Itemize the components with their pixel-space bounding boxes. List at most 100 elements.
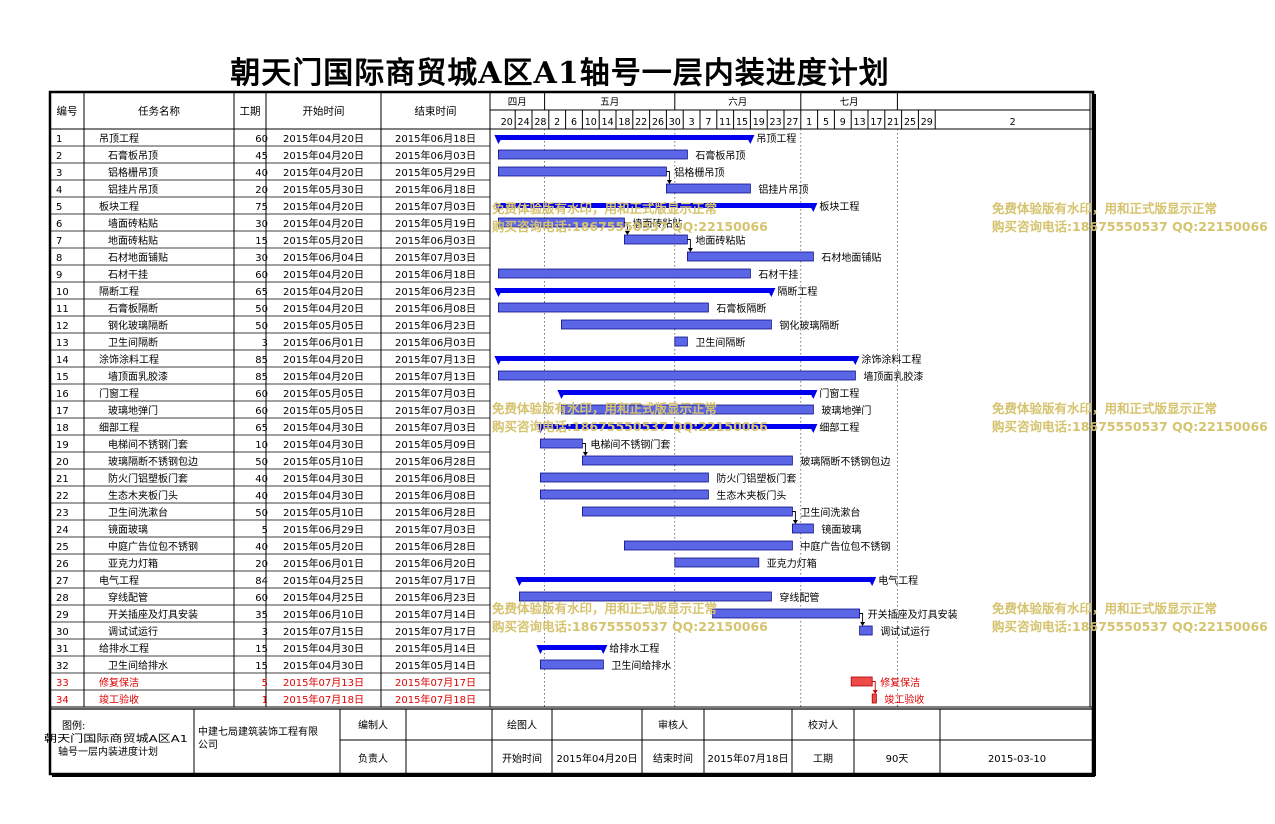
- watermark-text: 免费体验版有水印，用和正式版显示正常: [492, 201, 717, 216]
- task-end: 2015年06月03日: [395, 336, 476, 349]
- task-id: 25: [56, 542, 69, 553]
- task-id: 22: [56, 491, 69, 502]
- end-value: 2015年07月18日: [708, 752, 789, 765]
- bar-label: 地面砖粘贴: [695, 234, 745, 247]
- task-name: 调试试运行: [108, 625, 158, 638]
- task-duration: 20: [255, 185, 268, 196]
- task-duration: 5: [262, 525, 268, 536]
- task-name: 石膏板吊顶: [108, 149, 158, 162]
- day-tick-label: 24: [518, 117, 530, 128]
- task-duration: 3: [262, 627, 268, 638]
- day-tick-label: 23: [770, 117, 782, 128]
- task-duration: 50: [255, 304, 268, 315]
- header-start: 开始时间: [303, 105, 345, 118]
- dependency-arrow: [666, 180, 672, 184]
- reviewer-label: 审核人: [658, 719, 688, 732]
- task-duration: 5: [262, 678, 268, 689]
- plan-date: 2015-03-10: [988, 754, 1046, 765]
- task-end: 2015年07月03日: [395, 421, 476, 434]
- task-end: 2015年06月08日: [395, 302, 476, 315]
- page-title: 朝天门国际商贸城A区A1轴号一层内装进度计划: [230, 56, 890, 91]
- dependency-link: [859, 613, 864, 623]
- day-tick-label: 13: [854, 117, 866, 128]
- task-duration: 50: [255, 321, 268, 332]
- task-start: 2015年05月20日: [283, 234, 364, 247]
- day-tick-label: 27: [786, 117, 798, 128]
- bar-label: 给排水工程: [609, 642, 659, 655]
- summary-bar-end-cap: [850, 356, 860, 365]
- task-bar: [497, 370, 856, 381]
- table-frame: [48, 90, 1096, 777]
- task-start: 2015年04月20日: [283, 217, 364, 230]
- bar-label: 石膏板隔断: [716, 302, 766, 315]
- summary-bar: [540, 424, 814, 429]
- bar-label: 修复保洁: [880, 676, 920, 689]
- bar-label: 卫生间给排水: [611, 659, 671, 672]
- task-duration: 60: [255, 593, 268, 604]
- header-id: 编号: [57, 105, 78, 118]
- header-task-name: 任务名称: [138, 105, 180, 118]
- summary-bar-start-cap: [494, 203, 504, 212]
- task-start: 2015年04月20日: [283, 370, 364, 383]
- company-line2: 公司: [198, 740, 218, 751]
- task-id: 10: [56, 287, 69, 298]
- day-tick-label: 20: [501, 117, 513, 128]
- task-id: 18: [56, 423, 69, 434]
- dependency-link: [792, 511, 796, 521]
- task-end: 2015年06月28日: [395, 455, 476, 468]
- bar-label: 铝格栅吊顶: [674, 166, 724, 179]
- task-end: 2015年05月19日: [395, 217, 476, 230]
- task-end: 2015年05月09日: [395, 438, 476, 451]
- task-name: 修复保洁: [99, 676, 139, 689]
- task-start: 2015年04月20日: [283, 285, 364, 298]
- summary-bar-end-cap: [867, 577, 877, 586]
- task-start: 2015年05月10日: [283, 455, 364, 468]
- task-bar: [792, 523, 814, 534]
- day-tick-label: 14: [602, 117, 614, 128]
- dependency-arrow: [624, 231, 630, 235]
- task-id: 15: [56, 372, 69, 383]
- bar-label: 生态木夹板门头: [716, 489, 786, 502]
- task-start: 2015年06月01日: [283, 557, 364, 570]
- task-id: 11: [56, 304, 69, 315]
- task-start: 2015年05月20日: [283, 540, 364, 553]
- task-end: 2015年06月18日: [395, 132, 476, 145]
- task-bar: [624, 234, 688, 245]
- outer-border: [48, 90, 1095, 776]
- task-id: 6: [56, 219, 62, 230]
- day-tick-label: 17: [870, 117, 882, 128]
- task-id: 31: [56, 644, 69, 655]
- task-end: 2015年06月23日: [395, 285, 476, 298]
- task-id: 24: [56, 525, 69, 536]
- day-tick-label: 7: [705, 117, 711, 128]
- gantt-bars: 吊顶工程石膏板吊顶铝格栅吊顶铝挂片吊顶板块工程墙面砖粘贴地面砖粘贴石材地面铺贴石…: [494, 133, 958, 706]
- day-tick-label: 28: [534, 117, 546, 128]
- task-bar: [674, 557, 760, 568]
- task-end: 2015年07月03日: [395, 404, 476, 417]
- task-start: 2015年06月01日: [283, 336, 364, 349]
- watermark-text: 免费体验版有水印，用和正式版显示正常: [492, 401, 717, 416]
- bar-label: 玻璃隔断不锈钢包边: [800, 455, 890, 468]
- task-duration: 50: [255, 457, 268, 468]
- task-start: 2015年05月05日: [283, 404, 364, 417]
- task-id: 4: [56, 185, 62, 196]
- task-bar: [582, 506, 793, 517]
- summary-bar-start-cap: [536, 424, 546, 433]
- task-name: 隔断工程: [99, 285, 139, 298]
- task-name: 地面砖粘贴: [108, 234, 158, 247]
- task-start: 2015年05月05日: [283, 387, 364, 400]
- task-name: 玻璃隔断不锈钢包边: [108, 455, 198, 468]
- bar-label: 玻璃地弹门: [821, 404, 871, 417]
- task-name: 石材地面铺贴: [108, 251, 168, 264]
- task-id: 32: [56, 661, 69, 672]
- task-duration: 35: [255, 610, 268, 621]
- bar-label: 卫生间隔断: [695, 336, 745, 349]
- task-end: 2015年06月23日: [395, 591, 476, 604]
- task-id: 33: [56, 678, 69, 689]
- summary-bar-start-cap: [494, 356, 504, 365]
- summary-bar-start-cap: [515, 577, 525, 586]
- day-tick-label: 2: [1010, 117, 1016, 128]
- task-id: 20: [56, 457, 69, 468]
- task-start: 2015年04月20日: [283, 166, 364, 179]
